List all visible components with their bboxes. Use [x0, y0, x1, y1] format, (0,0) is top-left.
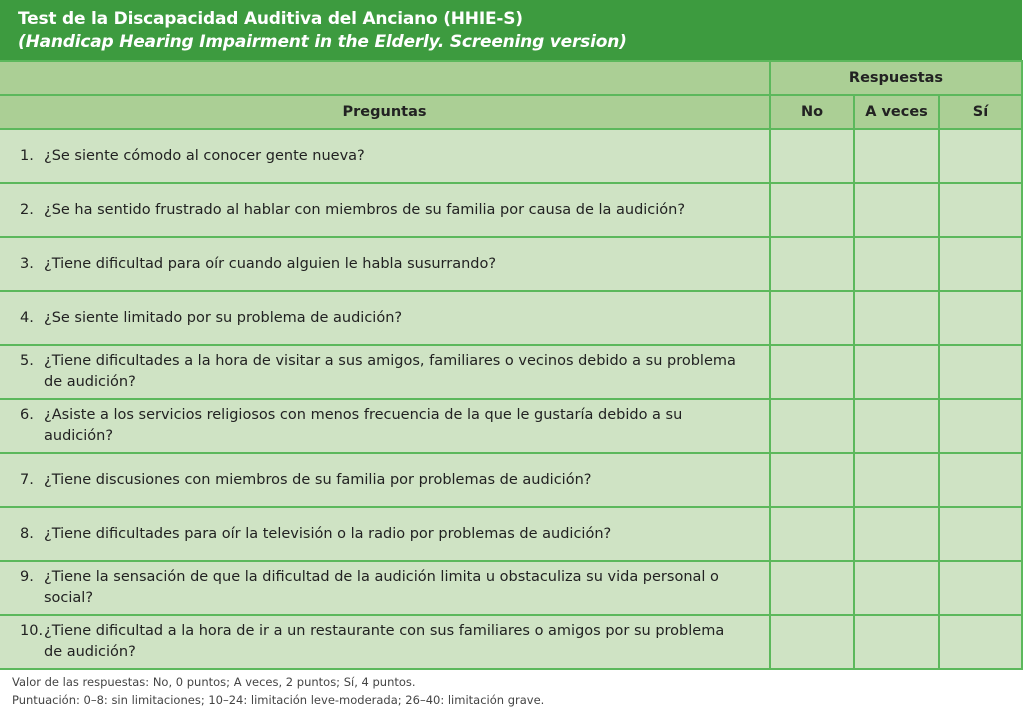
- answer-cell-a-veces[interactable]: [853, 506, 940, 562]
- answer-cell-no[interactable]: [769, 506, 855, 562]
- answer-cell-no[interactable]: [769, 452, 855, 508]
- question-number: 2.: [20, 201, 34, 218]
- question-cell: 5. ¿Tiene dificultades a la hora de visit…: [0, 344, 771, 400]
- table-row: 1. ¿Se siente cómodo al conocer gente nue…: [0, 128, 1024, 184]
- question-text: ¿Tiene dificultad para oír cuando alguie…: [44, 255, 497, 272]
- question-number: 8.: [20, 525, 34, 542]
- question-text: ¿Tiene dificultad a la hora de ir a un r…: [44, 623, 725, 660]
- answer-cell-a-veces[interactable]: [853, 398, 940, 454]
- table-row: 5. ¿Tiene dificultades a la hora de visit…: [0, 344, 1024, 400]
- question-cell: 3. ¿Tiene dificultad para oír cuando algu…: [0, 236, 771, 292]
- answer-values-note: Valor de las respuestas: No, 0 puntos; A…: [12, 675, 416, 689]
- column-header-si: Sí: [937, 94, 1024, 130]
- table-row: 7. ¿Tiene discusiones con miembros de su …: [0, 452, 1024, 508]
- answer-cell-no[interactable]: [769, 128, 855, 184]
- question-number: 10.: [20, 623, 44, 639]
- answer-cell-si[interactable]: [937, 560, 1024, 616]
- question-text: ¿Tiene discusiones con miembros de su fa…: [44, 471, 592, 488]
- question-text: ¿Se siente cómodo al conocer gente nueva…: [44, 147, 365, 164]
- question-cell: 10.¿Tiene dificultad a la hora de ir a u…: [0, 614, 771, 670]
- group-header-respuestas: Respuestas: [768, 60, 1024, 96]
- column-header-preguntas: Preguntas: [0, 94, 771, 130]
- question-text: ¿Asiste a los servicios religiosos con m…: [44, 407, 683, 444]
- question-cell: 2. ¿Se ha sentido frustrado al hablar con…: [0, 182, 771, 238]
- table-row: 4. ¿Se siente limitado por su problema de…: [0, 290, 1024, 346]
- answer-cell-no[interactable]: [769, 290, 855, 346]
- answer-cell-no[interactable]: [769, 560, 855, 616]
- question-text: ¿Se ha sentido frustrado al hablar con m…: [44, 201, 686, 218]
- answer-cell-si[interactable]: [937, 614, 1024, 670]
- answer-cell-a-veces[interactable]: [853, 344, 940, 400]
- title-banner: Test de la Discapacidad Auditiva del Anc…: [0, 0, 1022, 60]
- question-text: ¿Tiene dificultades a la hora de visitar…: [44, 353, 736, 390]
- answer-cell-a-veces[interactable]: [853, 236, 940, 292]
- answer-cell-no[interactable]: [769, 182, 855, 238]
- answer-cell-a-veces[interactable]: [853, 560, 940, 616]
- question-text: ¿Se siente limitado por su problema de a…: [44, 309, 403, 326]
- question-number: 1.: [20, 147, 34, 164]
- table-row: 2. ¿Se ha sentido frustrado al hablar con…: [0, 182, 1024, 238]
- column-header-no: No: [769, 94, 855, 130]
- answer-cell-a-veces[interactable]: [853, 452, 940, 508]
- question-number: 5.: [20, 353, 34, 369]
- questionnaire-table: Respuestas Preguntas No A veces Sí 1. ¿Se…: [0, 60, 1024, 670]
- question-number: 6.: [20, 407, 34, 423]
- column-header-a-veces: A veces: [853, 94, 940, 130]
- table-row: 10.¿Tiene dificultad a la hora de ir a u…: [0, 614, 1024, 670]
- answer-cell-si[interactable]: [937, 236, 1024, 292]
- footer-notes: Valor de las respuestas: No, 0 puntos; A…: [12, 673, 544, 709]
- answer-cell-no[interactable]: [769, 398, 855, 454]
- question-cell: 8. ¿Tiene dificultades para oír la televi…: [0, 506, 771, 562]
- answer-cell-a-veces[interactable]: [853, 128, 940, 184]
- question-text: ¿Tiene la sensación de que la dificultad…: [44, 569, 719, 606]
- question-number: 3.: [20, 255, 34, 272]
- question-text: ¿Tiene dificultades para oír la televisi…: [44, 525, 612, 542]
- answer-cell-si[interactable]: [937, 128, 1024, 184]
- answer-cell-si[interactable]: [937, 398, 1024, 454]
- question-cell: 1. ¿Se siente cómodo al conocer gente nue…: [0, 128, 771, 184]
- question-number: 9.: [20, 569, 34, 585]
- scoring-note: Puntuación: 0–8: sin limitaciones; 10–24…: [12, 693, 545, 707]
- question-cell: 7. ¿Tiene discusiones con miembros de su …: [0, 452, 771, 508]
- question-cell: 9. ¿Tiene la sensación de que la dificult…: [0, 560, 771, 616]
- answer-cell-si[interactable]: [937, 506, 1024, 562]
- page-subtitle: (Handicap Hearing Impairment in the Elde…: [18, 32, 627, 52]
- table-row: 3. ¿Tiene dificultad para oír cuando algu…: [0, 236, 1024, 292]
- table-row: 8. ¿Tiene dificultades para oír la televi…: [0, 506, 1024, 562]
- page-title: Test de la Discapacidad Auditiva del Anc…: [18, 9, 523, 29]
- answer-cell-no[interactable]: [769, 614, 855, 670]
- answer-cell-a-veces[interactable]: [853, 614, 940, 670]
- question-cell: 6. ¿Asiste a los servicios religiosos con…: [0, 398, 771, 454]
- empty-header-cell: [0, 60, 771, 96]
- answer-cell-a-veces[interactable]: [853, 182, 940, 238]
- answer-cell-no[interactable]: [769, 344, 855, 400]
- question-number: 7.: [20, 471, 34, 488]
- question-cell: 4. ¿Se siente limitado por su problema de…: [0, 290, 771, 346]
- answer-cell-si[interactable]: [937, 344, 1024, 400]
- table-row: 6. ¿Asiste a los servicios religiosos con…: [0, 398, 1024, 454]
- answer-cell-si[interactable]: [937, 290, 1024, 346]
- answer-cell-si[interactable]: [937, 182, 1024, 238]
- table-row: 9. ¿Tiene la sensación de que la dificult…: [0, 560, 1024, 616]
- answer-cell-no[interactable]: [769, 236, 855, 292]
- question-number: 4.: [20, 309, 34, 326]
- answer-cell-a-veces[interactable]: [853, 290, 940, 346]
- answer-cell-si[interactable]: [937, 452, 1024, 508]
